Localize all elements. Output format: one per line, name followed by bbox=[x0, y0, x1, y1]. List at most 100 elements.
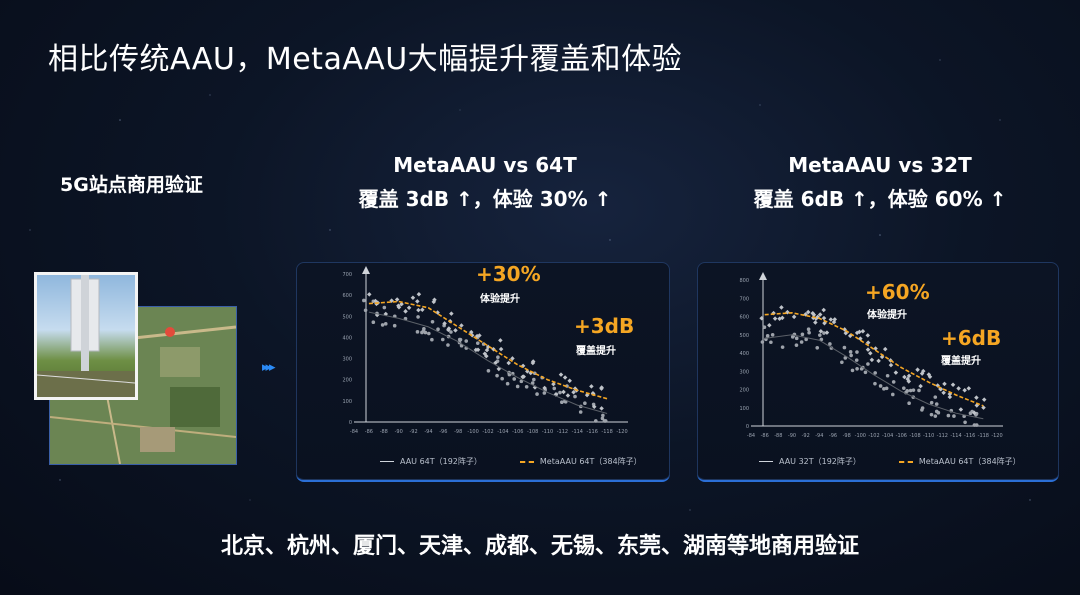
scatter-point bbox=[958, 407, 964, 412]
arrow-right-icon: ▸▸▸ bbox=[262, 360, 275, 375]
scatter-point bbox=[496, 355, 500, 360]
scatter-point bbox=[561, 389, 566, 395]
scatter-point bbox=[779, 305, 784, 310]
scatter-point bbox=[819, 337, 824, 342]
x-tick-label: -118 bbox=[978, 433, 989, 439]
scatter-point bbox=[828, 317, 834, 322]
y-tick-label: 700 bbox=[739, 296, 749, 302]
scatter-point bbox=[811, 312, 817, 318]
scatter-point bbox=[818, 333, 822, 337]
scatter-point bbox=[486, 368, 491, 373]
x-tick-label: -120 bbox=[991, 433, 1002, 439]
comparison-heading-32t: MetaAAU vs 32T 覆盖 6dB ↑，体验 60% ↑ bbox=[700, 148, 1060, 216]
experience-gain: +60% bbox=[865, 280, 930, 304]
scatter-point bbox=[790, 335, 795, 339]
scatter-point bbox=[512, 377, 517, 381]
y-axis-arrow bbox=[362, 266, 370, 274]
scatter-point bbox=[468, 329, 474, 335]
x-tick-label: -104 bbox=[882, 433, 893, 439]
scatter-point bbox=[882, 387, 886, 391]
scatter-chart-64t: -84 -86 -88 -90 -92 -94 -96 -98 -100 -102 -104 -106… bbox=[342, 266, 628, 435]
footer-cities: 北京、杭州、厦门、天津、成都、无锡、东莞、湖南等地商用验证 bbox=[220, 534, 859, 559]
legend-item: MetaAAU 64T（384阵子） bbox=[539, 457, 642, 466]
series-line-aau bbox=[368, 311, 608, 414]
scatter-point bbox=[952, 414, 956, 418]
scatter-point bbox=[860, 328, 866, 334]
scatter-point bbox=[981, 397, 987, 402]
y-tick-label: 400 bbox=[342, 335, 352, 341]
scatter-point bbox=[599, 406, 604, 411]
scatter-point bbox=[589, 384, 594, 389]
scatter-point bbox=[506, 360, 511, 366]
scatter-point bbox=[436, 327, 440, 332]
chart-panel-32t: -84 -86 -88 -90 -92 -94 -96 -98 -100 -102 -104 -106… bbox=[697, 262, 1059, 482]
y-tick-label: 300 bbox=[739, 369, 749, 375]
scatter-point bbox=[578, 410, 583, 414]
scatter-point bbox=[902, 386, 906, 390]
experience-gain-label: 体验提升 bbox=[867, 310, 907, 321]
x-tick-label: -108 bbox=[909, 433, 920, 439]
scatter-point bbox=[806, 327, 811, 331]
scatter-point bbox=[854, 358, 859, 362]
scatter-point bbox=[383, 322, 388, 326]
comparison-heading-64t: MetaAAU vs 64T 覆盖 3dB ↑，体验 30% ↑ bbox=[300, 148, 670, 216]
scatter-point bbox=[920, 406, 925, 410]
scatter-point bbox=[855, 350, 859, 354]
scatter-point bbox=[905, 389, 910, 393]
scatter-point bbox=[966, 386, 972, 391]
y-tick-label: 100 bbox=[739, 406, 749, 412]
scatter-point bbox=[934, 409, 939, 414]
x-tick-label: -102 bbox=[868, 433, 879, 439]
scatter-point bbox=[794, 343, 799, 347]
scatter-point bbox=[842, 345, 847, 350]
scatter-point bbox=[510, 356, 515, 361]
scatter-point bbox=[403, 309, 408, 314]
scatter-point bbox=[859, 367, 864, 371]
scatter-point bbox=[882, 346, 888, 352]
scatter-point bbox=[873, 371, 877, 375]
scatter-point bbox=[532, 377, 536, 382]
scatter-point bbox=[981, 405, 986, 410]
x-tick-label: -118 bbox=[601, 429, 612, 435]
scatter-point bbox=[416, 292, 422, 297]
scatter-point bbox=[371, 320, 376, 325]
scatter-point bbox=[449, 311, 454, 316]
scatter-point bbox=[963, 420, 967, 425]
x-tick-label: -116 bbox=[964, 433, 975, 439]
coverage-gain: +3dB bbox=[574, 314, 635, 338]
scatter-point bbox=[868, 351, 873, 356]
scatter-point bbox=[800, 332, 805, 337]
scatter-point bbox=[840, 360, 844, 365]
y-tick-label: 500 bbox=[739, 333, 749, 339]
scatter-point bbox=[813, 320, 818, 325]
x-tick-label: -92 bbox=[409, 429, 417, 435]
legend-item: AAU 32T（192阵子） bbox=[779, 457, 861, 466]
x-tick-label: -96 bbox=[439, 429, 447, 435]
scatter-point bbox=[929, 412, 934, 417]
scatter-point bbox=[799, 340, 804, 344]
x-tick-label: -114 bbox=[572, 429, 583, 435]
x-tick-label: -102 bbox=[482, 429, 493, 435]
antenna-site-photo bbox=[34, 272, 138, 400]
scatter-point bbox=[780, 345, 785, 349]
scatter-point bbox=[558, 372, 564, 377]
scatter-point bbox=[601, 413, 605, 418]
scatter-point bbox=[430, 337, 434, 342]
coverage-gain-label: 覆盖提升 bbox=[941, 356, 981, 367]
series-line-metaaau bbox=[764, 311, 984, 407]
scatter-point bbox=[410, 295, 416, 301]
scatter-point bbox=[822, 331, 826, 335]
scatter-point bbox=[770, 333, 775, 337]
scatter-point bbox=[542, 391, 547, 395]
scatter-point bbox=[446, 343, 450, 347]
scatter-point bbox=[821, 307, 826, 313]
experience-gain-label: 体验提升 bbox=[480, 294, 520, 305]
scatter-point bbox=[824, 330, 830, 335]
scatter-point bbox=[600, 416, 605, 421]
scatter-point bbox=[791, 314, 797, 320]
y-tick-label: 800 bbox=[739, 278, 749, 284]
legend-item: MetaAAU 64T（384阵子） bbox=[918, 457, 1021, 466]
comparison-title: MetaAAU vs 64T bbox=[393, 153, 577, 177]
scatter-point bbox=[917, 388, 921, 393]
scatter-point bbox=[498, 346, 504, 352]
